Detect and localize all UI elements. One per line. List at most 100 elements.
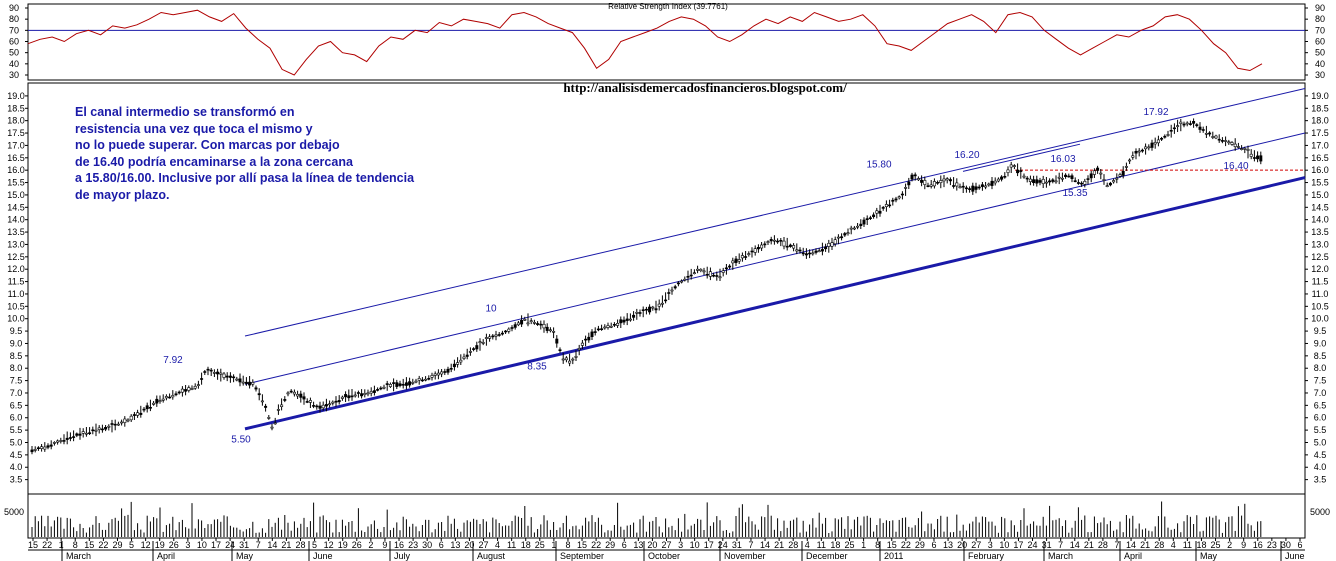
price-candle xyxy=(1160,138,1164,140)
price-candle xyxy=(449,367,453,370)
price-tick-right: 16.5 xyxy=(1311,153,1329,163)
upper-channel-line xyxy=(244,87,1306,337)
price-candle xyxy=(862,219,866,225)
price-candle xyxy=(1041,179,1045,185)
day-tick-label: 9 xyxy=(1241,540,1246,550)
price-candle xyxy=(715,275,719,277)
price-candle xyxy=(174,393,178,396)
month-label: June xyxy=(313,551,333,561)
price-candle xyxy=(504,330,508,333)
day-tick-label: 29 xyxy=(605,540,615,550)
comment-line-2: resistencia una vez que toca el mismo y xyxy=(75,121,313,136)
price-candle xyxy=(747,253,751,255)
price-candle xyxy=(625,318,629,321)
price-candle xyxy=(100,428,104,431)
price-tick-left: 14.5 xyxy=(7,202,25,212)
price-candle xyxy=(299,393,303,398)
price-candle xyxy=(798,249,802,252)
price-candle xyxy=(1012,165,1016,167)
price-candle xyxy=(1217,138,1221,141)
day-tick-label: 15 xyxy=(28,540,38,550)
price-candle xyxy=(948,179,952,182)
price-candle xyxy=(926,185,930,187)
day-tick-label: 14 xyxy=(1070,540,1080,550)
price-candle xyxy=(1108,182,1112,186)
day-tick-label: 13 xyxy=(633,540,643,550)
price-candle xyxy=(427,377,431,380)
day-tick-label: 27 xyxy=(478,540,488,550)
price-candle xyxy=(270,426,274,429)
price-tick-left: 15.5 xyxy=(7,178,25,188)
price-tick-right: 4.0 xyxy=(1314,462,1327,472)
price-candle xyxy=(667,292,671,294)
day-tick-label: 1 xyxy=(861,540,866,550)
day-tick-label: 13 xyxy=(450,540,460,550)
price-tick-left: 8.0 xyxy=(10,363,23,373)
price-tick-left: 17.5 xyxy=(7,128,25,138)
price-candle xyxy=(142,408,146,411)
price-candle xyxy=(827,243,831,247)
price-candle xyxy=(472,348,476,350)
price-candle xyxy=(840,236,844,239)
price-candle xyxy=(1067,175,1071,178)
month-label: April xyxy=(157,551,175,561)
price-candle xyxy=(795,249,799,252)
price-candle xyxy=(616,322,620,326)
price-candle xyxy=(1208,132,1212,135)
price-candle xyxy=(1137,150,1141,153)
price-tick-left: 6.5 xyxy=(10,400,23,410)
price-candle xyxy=(283,399,287,401)
price-candle xyxy=(507,328,511,332)
price-candle xyxy=(484,337,488,339)
rsi-tick-left: 70 xyxy=(9,25,19,35)
price-candle xyxy=(388,383,392,387)
rsi-tick-right: 60 xyxy=(1315,37,1325,47)
day-tick-label: 20 xyxy=(957,540,967,550)
price-candle xyxy=(404,382,408,386)
price-candle xyxy=(724,267,728,270)
price-candle xyxy=(68,437,72,439)
price-tick-right: 7.0 xyxy=(1314,388,1327,398)
price-candle xyxy=(603,326,607,329)
price-candle xyxy=(1038,180,1042,183)
price-candle xyxy=(491,335,495,338)
price-candle xyxy=(392,382,396,384)
day-tick-label: 17 xyxy=(1013,540,1023,550)
price-tick-right: 11.0 xyxy=(1312,289,1329,299)
price-candle xyxy=(81,431,85,434)
price-candle xyxy=(1025,177,1029,180)
price-tick-left: 7.0 xyxy=(10,388,23,398)
price-candle xyxy=(900,193,904,196)
volume-bars xyxy=(31,501,1262,537)
price-candle xyxy=(529,320,533,323)
day-tick-label: 31 xyxy=(1042,540,1052,550)
price-candle xyxy=(43,446,47,450)
price-candle xyxy=(792,245,796,249)
day-tick-label: 18 xyxy=(521,540,531,550)
price-candle xyxy=(452,363,456,368)
price-annotation-6: 16.03 xyxy=(1050,154,1075,165)
rsi-tick-right: 90 xyxy=(1315,3,1325,13)
price-tick-right: 8.0 xyxy=(1314,363,1327,373)
price-candle xyxy=(628,318,632,321)
price-candle xyxy=(1236,146,1240,148)
price-candle xyxy=(1166,134,1170,136)
price-candle xyxy=(398,383,402,386)
price-candle xyxy=(353,394,357,397)
price-tick-right: 18.5 xyxy=(1311,103,1329,113)
price-candle xyxy=(344,394,348,398)
price-candle xyxy=(350,395,354,398)
price-candle xyxy=(875,210,879,214)
price-candle xyxy=(1192,121,1196,124)
price-candle xyxy=(478,341,482,344)
price-candle xyxy=(1096,167,1100,171)
day-tick-label: 28 xyxy=(295,540,305,550)
price-candle xyxy=(740,255,744,259)
price-candle xyxy=(315,405,319,408)
price-tick-left: 9.0 xyxy=(10,338,23,348)
day-tick-label: 15 xyxy=(577,540,587,550)
day-tick-label: 16 xyxy=(394,540,404,550)
price-tick-right: 5.5 xyxy=(1314,425,1327,435)
day-tick-label: 9 xyxy=(382,540,387,550)
